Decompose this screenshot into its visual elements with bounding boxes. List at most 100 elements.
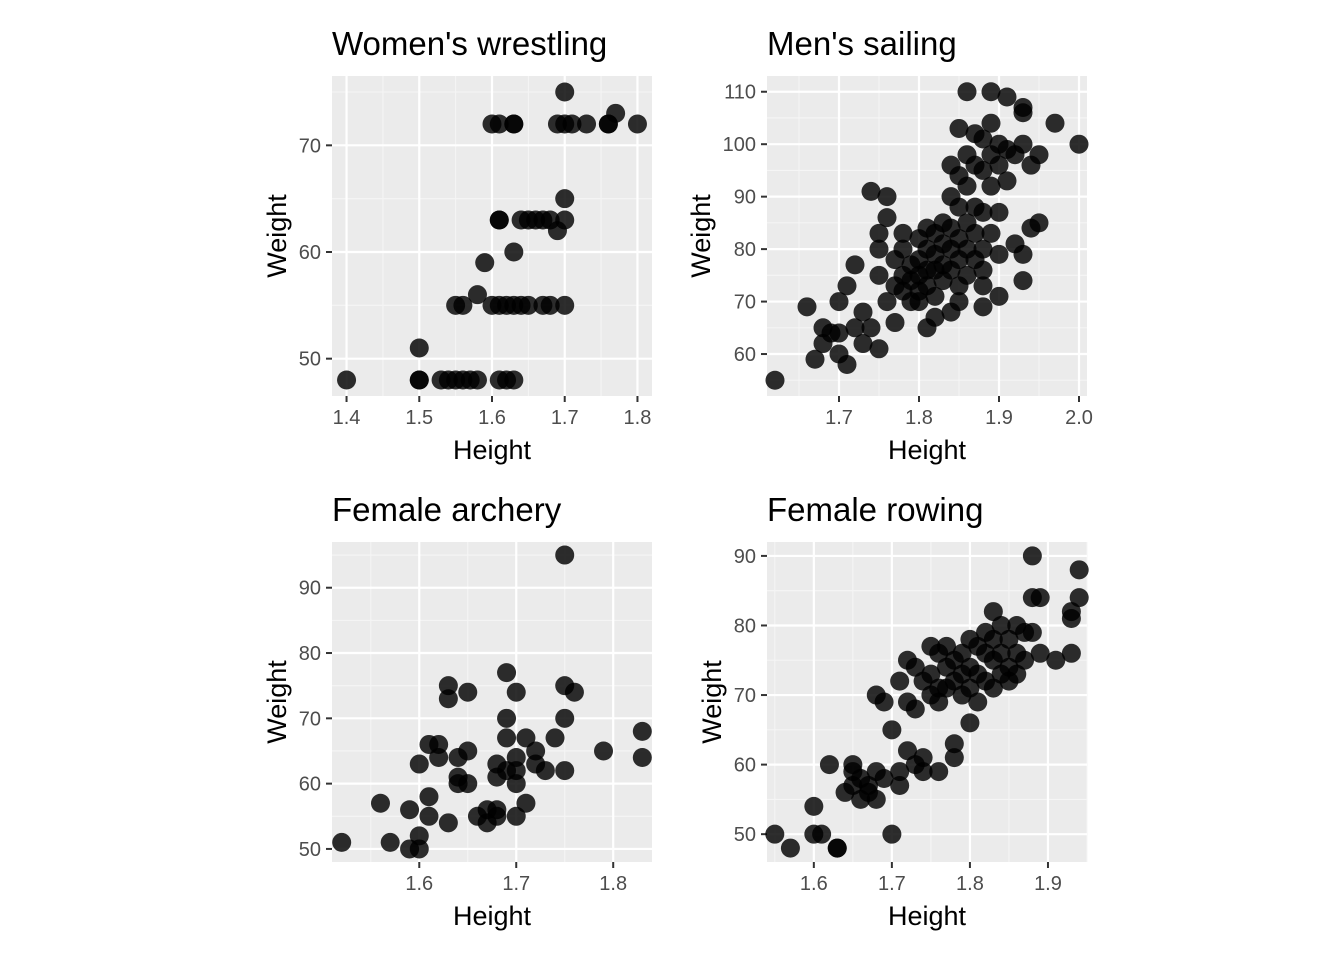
data-point: [845, 318, 865, 338]
data-point: [890, 762, 910, 782]
y-axis-title: Weight: [262, 660, 292, 744]
data-point: [944, 748, 964, 768]
x-tick-label: 1.9: [985, 407, 1013, 429]
data-point: [419, 787, 439, 807]
y-tick-label: 50: [734, 824, 756, 846]
y-tick-label: 80: [299, 643, 321, 665]
y-tick-label: 80: [734, 239, 756, 261]
data-point: [909, 292, 929, 312]
x-tick-label: 1.8: [599, 873, 627, 895]
data-point: [504, 242, 524, 262]
data-point: [997, 171, 1017, 191]
y-tick-label: 90: [734, 187, 756, 209]
x-tick-label: 1.7: [825, 407, 853, 429]
data-point: [957, 176, 977, 196]
data-point: [1045, 113, 1065, 133]
x-tick-label: 1.8: [905, 407, 933, 429]
data-point: [518, 295, 538, 315]
data-point: [555, 189, 575, 209]
data-point: [504, 114, 524, 134]
data-point: [989, 286, 1009, 306]
data-point: [380, 832, 400, 852]
data-point: [562, 114, 582, 134]
data-point: [332, 832, 352, 852]
data-point: [845, 255, 865, 275]
data-point: [409, 338, 429, 358]
data-point: [409, 839, 429, 859]
data-point: [1030, 588, 1050, 608]
data-point: [1015, 650, 1035, 670]
data-point: [869, 239, 889, 259]
data-point: [506, 806, 526, 826]
data-point: [1013, 271, 1033, 291]
data-point: [989, 155, 1009, 175]
data-point: [804, 796, 824, 816]
data-point: [981, 82, 1001, 102]
data-point: [973, 202, 993, 222]
data-point: [438, 813, 458, 833]
data-point: [409, 754, 429, 774]
data-point: [506, 761, 526, 781]
data-point: [960, 678, 980, 698]
data-point: [1046, 650, 1066, 670]
data-point: [913, 762, 933, 782]
data-point: [438, 676, 458, 696]
y-tick-label: 100: [723, 134, 756, 156]
data-point: [874, 769, 894, 789]
data-point: [797, 297, 817, 317]
x-axis-title: Height: [888, 901, 967, 931]
data-point: [1069, 588, 1089, 608]
data-point: [504, 370, 524, 390]
y-tick-label: 60: [734, 344, 756, 366]
data-point: [594, 741, 614, 761]
data-point: [453, 295, 473, 315]
y-tick-label: 80: [734, 615, 756, 637]
data-point: [540, 295, 560, 315]
data-point: [805, 349, 825, 369]
y-tick-label: 110: [724, 82, 756, 104]
panel-title: Men's sailing: [767, 25, 957, 62]
data-point: [991, 615, 1011, 635]
y-axis-title: Weight: [697, 660, 727, 744]
data-point: [999, 629, 1019, 649]
data-point: [866, 789, 886, 809]
data-point: [981, 223, 1001, 243]
data-point: [981, 113, 1001, 133]
data-point: [973, 260, 993, 280]
data-point: [925, 286, 945, 306]
data-point: [458, 774, 478, 794]
data-point: [861, 181, 881, 201]
data-point: [837, 276, 857, 296]
data-point: [780, 838, 800, 858]
x-tick-label: 1.6: [478, 407, 506, 429]
data-point: [555, 708, 575, 728]
y-tick-label: 90: [299, 578, 321, 600]
data-point: [1061, 609, 1081, 629]
panel-3: 1.6 1.7 1.8 50 60 70 80 90 Female archery Height W…: [262, 491, 652, 931]
data-point: [973, 276, 993, 296]
data-point: [905, 699, 925, 719]
y-tick-label: 50: [299, 349, 321, 371]
data-point: [925, 307, 945, 327]
data-point: [1013, 244, 1033, 264]
panel-title: Female rowing: [767, 491, 983, 528]
panel-2: 1.7 1.8 1.9 2.0 60 70 80 90 100 110 Men's sailing H…: [686, 25, 1093, 465]
data-point: [949, 118, 969, 138]
x-tick-label: 1.7: [502, 873, 530, 895]
data-point: [819, 755, 839, 775]
y-tick-label: 50: [299, 839, 321, 861]
data-point: [516, 728, 536, 748]
y-tick-label: 60: [299, 242, 321, 264]
data-point: [944, 734, 964, 754]
data-point: [981, 176, 1001, 196]
data-point: [905, 657, 925, 677]
data-point: [885, 313, 905, 333]
data-point: [555, 295, 575, 315]
data-point: [960, 713, 980, 733]
data-point: [983, 629, 1003, 649]
data-point: [438, 689, 458, 709]
y-tick-label: 60: [734, 755, 756, 777]
x-tick-label: 1.4: [333, 407, 361, 429]
data-point: [632, 748, 652, 768]
